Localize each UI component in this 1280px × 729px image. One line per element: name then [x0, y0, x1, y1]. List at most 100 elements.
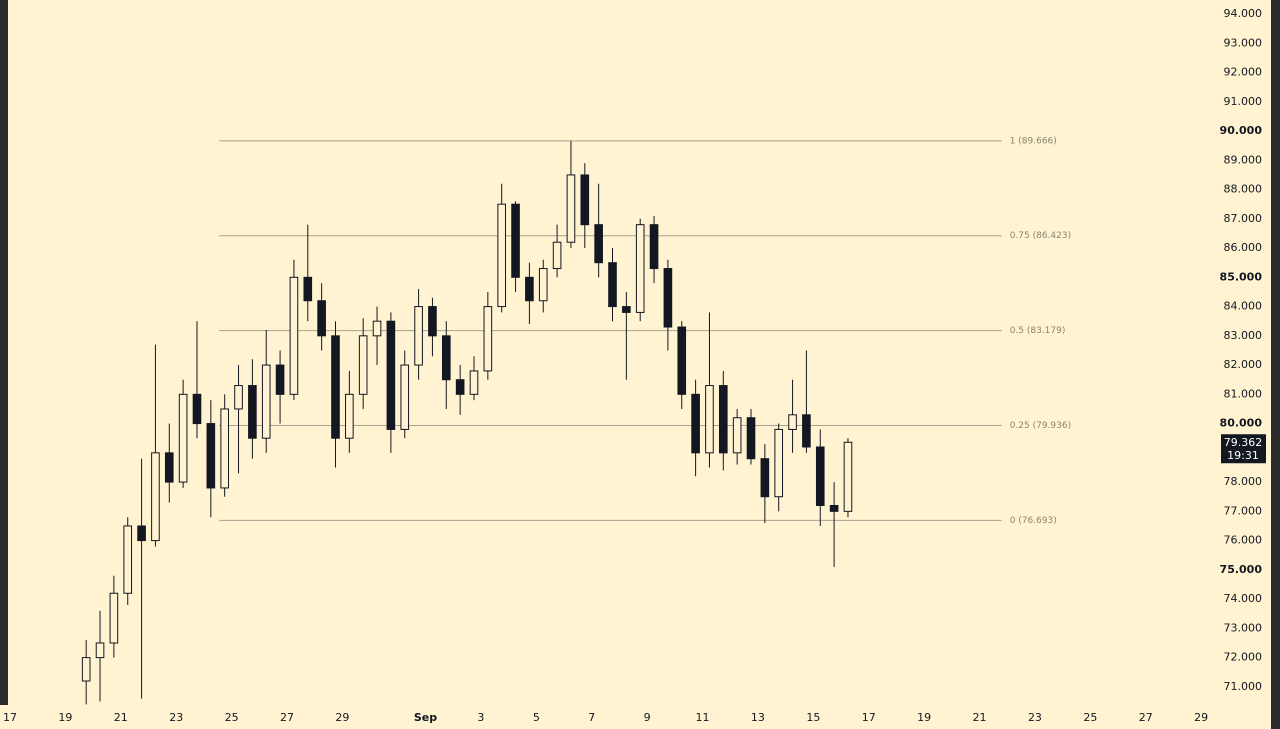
candle-body — [566, 174, 576, 243]
candle-body — [649, 224, 659, 270]
x-tick-label: 25 — [1083, 711, 1097, 724]
candle-body — [289, 276, 299, 395]
candle-body — [455, 379, 465, 395]
candle-body — [594, 224, 603, 264]
candle-body — [345, 393, 354, 439]
countdown: 19:31 — [1227, 449, 1259, 462]
y-tick-label: 94.000 — [1224, 7, 1263, 20]
y-tick-label: 72.000 — [1224, 651, 1263, 664]
x-tick-label: 5 — [533, 711, 540, 724]
y-tick-label: 82.000 — [1224, 358, 1263, 371]
y-tick-label: 76.000 — [1224, 534, 1263, 547]
candle-body — [137, 525, 146, 542]
left-edge — [0, 0, 8, 705]
candle-body — [95, 642, 105, 659]
candle-body — [81, 657, 91, 682]
candle-body — [705, 385, 714, 454]
candle-body — [622, 306, 631, 313]
y-tick-label: 83.000 — [1224, 329, 1263, 342]
x-tick-label: 3 — [477, 711, 484, 724]
candle-body — [608, 262, 617, 308]
y-tick-label: 84.000 — [1224, 300, 1263, 313]
candle-body — [497, 203, 507, 308]
x-tick-label: 19 — [58, 711, 72, 724]
fib-label: 0 (76.693) — [1010, 516, 1057, 526]
y-tick-label: 77.000 — [1224, 504, 1263, 517]
candle-body — [372, 320, 382, 337]
candle-body — [109, 592, 119, 644]
candle-body — [580, 174, 590, 226]
candle-body — [691, 393, 700, 454]
candle-body — [164, 452, 174, 483]
y-tick-label: 89.000 — [1224, 153, 1263, 166]
candle-body — [525, 276, 534, 302]
candle-body — [248, 385, 257, 439]
x-tick-label: 15 — [806, 711, 820, 724]
y-tick-label: 81.000 — [1224, 387, 1263, 400]
candle-body — [220, 408, 229, 489]
x-tick-label: 11 — [696, 711, 710, 724]
candle-body — [386, 320, 396, 430]
candle-body — [483, 306, 493, 372]
y-tick-label: 91.000 — [1224, 95, 1263, 108]
y-tick-label: 93.000 — [1224, 36, 1263, 49]
x-tick-label: 21 — [973, 711, 987, 724]
candle-body — [815, 446, 825, 506]
x-tick-label: 29 — [335, 711, 349, 724]
y-tick-label: 73.000 — [1224, 621, 1263, 634]
y-tick-label: 85.000 — [1220, 270, 1263, 283]
candle-body — [123, 525, 133, 594]
fib-label: 0.5 (83.179) — [1010, 326, 1066, 336]
y-tick-label: 80.000 — [1220, 417, 1263, 430]
x-tick-label: Sep — [414, 711, 437, 724]
candle-body — [511, 203, 520, 278]
candle-body — [192, 393, 202, 425]
x-tick-label: 13 — [751, 711, 765, 724]
x-tick-label: 21 — [114, 711, 128, 724]
candle-body — [261, 364, 271, 439]
candle-body — [331, 335, 340, 439]
right-edge — [1271, 0, 1280, 729]
candle-body — [538, 268, 548, 302]
candle-body — [428, 306, 437, 337]
candle-body — [746, 417, 756, 460]
candle-body — [317, 300, 326, 337]
price-tag — [1221, 434, 1266, 464]
y-tick-label: 87.000 — [1224, 212, 1263, 225]
x-tick-label: 23 — [169, 711, 183, 724]
x-tick-label: 7 — [588, 711, 595, 724]
price-tag-label: 79.362 — [1224, 436, 1263, 449]
candle-body — [151, 452, 160, 542]
candle-body — [788, 414, 797, 430]
candle-body — [732, 417, 742, 454]
candle-body — [275, 364, 285, 395]
y-tick-label: 75.000 — [1220, 563, 1263, 576]
candle-body — [760, 458, 770, 498]
candle-body — [552, 241, 562, 270]
candle-body — [663, 268, 673, 328]
x-tick-label: 9 — [644, 711, 651, 724]
candle-body — [677, 326, 687, 395]
candle-body — [774, 428, 784, 498]
x-tick-label: 17 — [862, 711, 876, 724]
y-tick-label: 90.000 — [1220, 124, 1263, 137]
x-tick-label: 29 — [1194, 711, 1208, 724]
y-tick-label: 74.000 — [1224, 592, 1263, 605]
candle-body — [303, 276, 313, 302]
y-tick-label: 86.000 — [1224, 241, 1263, 254]
candle-body — [234, 385, 243, 410]
candle-body — [802, 414, 811, 448]
candle-body — [414, 306, 423, 366]
candle-body — [635, 224, 645, 313]
candle-body — [829, 504, 839, 512]
fib-label: 0.25 (79.936) — [1010, 421, 1071, 431]
x-tick-label: 25 — [225, 711, 239, 724]
x-tick-label: 27 — [280, 711, 294, 724]
x-tick-label: 23 — [1028, 711, 1042, 724]
candle-body — [206, 423, 216, 489]
y-tick-label: 71.000 — [1224, 680, 1263, 693]
x-tick-label: 17 — [3, 711, 17, 724]
